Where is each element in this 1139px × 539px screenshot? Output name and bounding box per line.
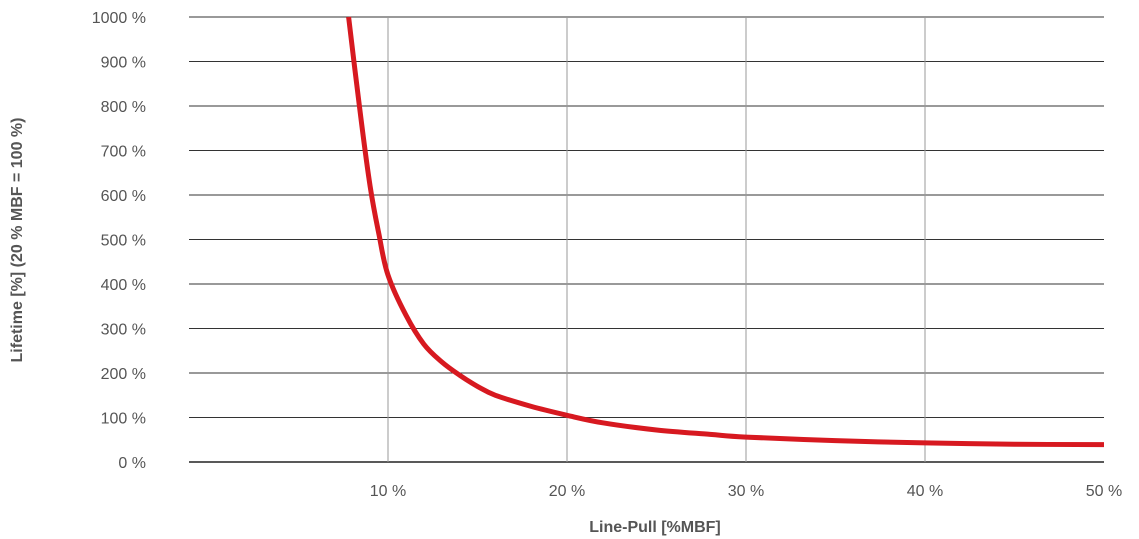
y-tick-label: 1000 % [92, 10, 146, 27]
y-axis-ticks: 0 % 100 % 200 % 300 % 400 % 500 % 600 % 700 % 80… [92, 10, 146, 472]
x-tick-label: 10 % [370, 483, 406, 500]
y-tick-label: 100 % [101, 411, 146, 428]
series-line [346, 16, 1105, 448]
y-tick-label: 600 % [101, 188, 146, 205]
series-layer [346, 16, 1105, 448]
y-tick-label: 400 % [101, 277, 146, 294]
x-axis-title: Line-Pull [%MBF] [589, 519, 721, 536]
y-tick-label: 900 % [101, 55, 146, 72]
y-tick-label: 0 % [118, 455, 146, 472]
x-tick-label: 50 % [1086, 483, 1122, 500]
x-tick-label: 40 % [907, 483, 943, 500]
y-tick-label: 800 % [101, 99, 146, 116]
y-tick-label: 700 % [101, 144, 146, 161]
grid [189, 16, 1104, 463]
y-tick-label: 300 % [101, 322, 146, 339]
y-tick-label: 200 % [101, 366, 146, 383]
x-tick-label: 20 % [549, 483, 585, 500]
y-tick-label: 500 % [101, 233, 146, 250]
x-axis-ticks: 10 % 20 % 30 % 40 % 50 % [370, 483, 1122, 500]
y-axis-title: Lifetime [%] (20 % MBF = 100 %) [9, 118, 26, 363]
x-tick-label: 30 % [728, 483, 764, 500]
